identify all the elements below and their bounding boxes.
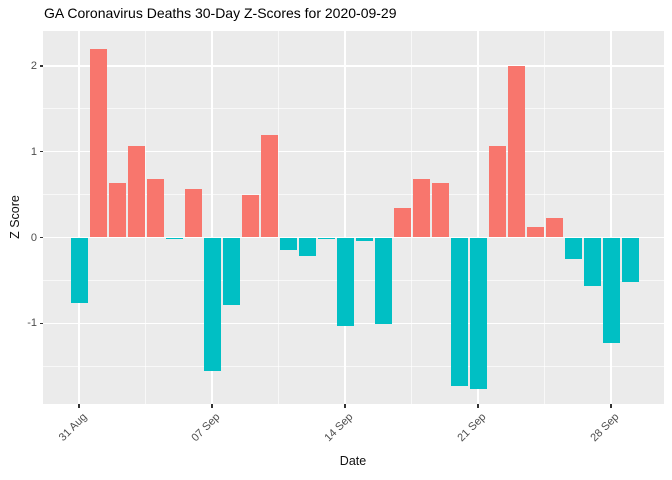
bar (184, 189, 202, 238)
y-minor-gridline (43, 365, 664, 367)
y-minor-gridline (43, 279, 664, 281)
bar (203, 237, 221, 372)
x-minor-gridline (544, 31, 545, 404)
bar (355, 237, 373, 241)
x-tick-mark (610, 404, 612, 408)
y-tick-mark (39, 236, 43, 239)
y-major-gridline (43, 236, 664, 239)
bar (89, 48, 107, 238)
bar (507, 65, 525, 238)
x-tick-mark (477, 404, 479, 408)
bar (298, 237, 316, 256)
bar (127, 145, 145, 238)
x-minor-gridline (411, 31, 412, 404)
x-major-gridline (477, 31, 479, 404)
bar (146, 179, 164, 238)
bar (374, 237, 392, 325)
y-tick-label: 2 (30, 59, 37, 72)
plot-panel (43, 31, 664, 404)
chart-title: GA Coronavirus Deaths 30-Day Z-Scores fo… (44, 5, 397, 21)
bar (450, 237, 468, 386)
x-axis-title: Date (339, 454, 367, 468)
bar (431, 182, 449, 238)
bar (583, 237, 601, 287)
bar (70, 237, 88, 303)
bar (564, 237, 582, 259)
x-minor-gridline (145, 31, 146, 404)
x-major-gridline (211, 31, 213, 404)
y-axis-title: Z Score (8, 195, 22, 239)
x-tick-mark (344, 404, 346, 408)
y-tick-label: 1 (30, 145, 37, 158)
x-tick-label: 21 Sep (455, 411, 489, 445)
y-tick-mark (39, 322, 43, 325)
bar (545, 217, 563, 238)
x-major-gridline (344, 31, 346, 404)
x-tick-label: 07 Sep (189, 411, 223, 445)
bar (393, 208, 411, 238)
bar (260, 135, 278, 238)
bar (165, 237, 183, 240)
x-major-gridline (78, 31, 80, 404)
bar (336, 237, 354, 326)
x-tick-mark (78, 404, 80, 408)
y-minor-gridline (43, 108, 664, 110)
y-major-gridline (43, 65, 664, 67)
bar (279, 237, 297, 251)
y-tick-label: 0 (30, 231, 37, 244)
x-minor-gridline (278, 31, 279, 404)
x-tick-mark (211, 404, 213, 408)
y-major-gridline (43, 322, 664, 325)
x-tick-label: 31 Aug (56, 411, 90, 444)
bar (621, 237, 639, 283)
bar (241, 195, 259, 238)
bar (317, 237, 335, 240)
x-tick-label: 14 Sep (322, 411, 356, 445)
bar (488, 145, 506, 238)
y-tick-mark (39, 150, 43, 153)
bar (108, 182, 126, 238)
y-minor-gridline (43, 194, 664, 196)
x-tick-label: 28 Sep (588, 411, 622, 445)
bar (469, 237, 487, 390)
y-tick-mark (39, 65, 43, 67)
bar (526, 227, 544, 238)
bar (412, 179, 430, 238)
y-tick-label: -1 (27, 317, 37, 330)
y-major-gridline (43, 150, 664, 153)
bar (222, 237, 240, 306)
bar (602, 237, 620, 344)
x-major-gridline (610, 31, 612, 404)
